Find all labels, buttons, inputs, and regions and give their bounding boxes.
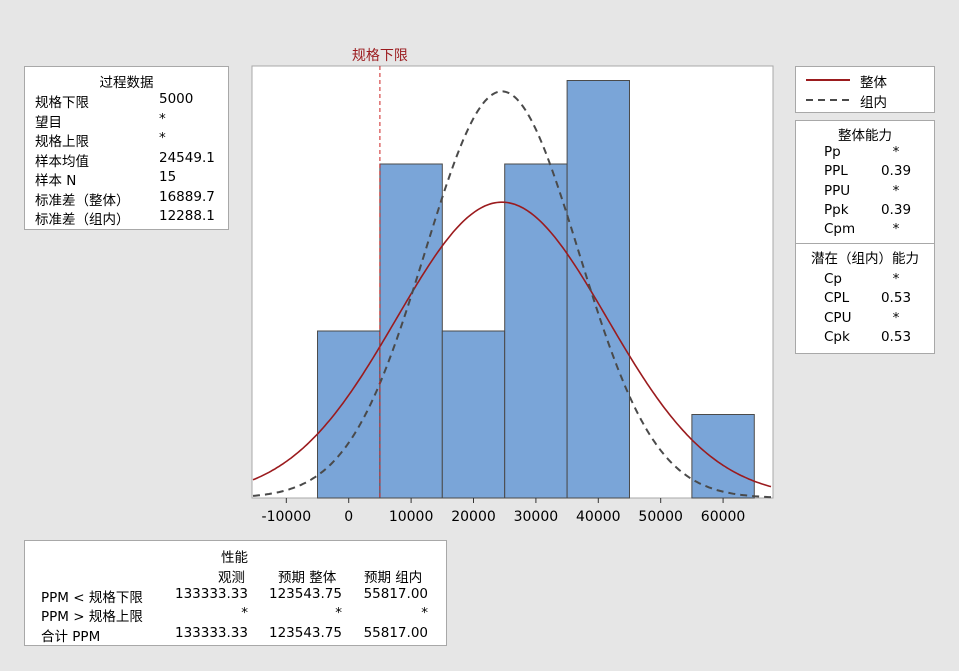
process-value: 12288.1	[159, 208, 215, 224]
capability-key: Cp	[824, 271, 842, 287]
performance-cell: *	[335, 605, 342, 621]
x-tick-label: -10000	[262, 509, 312, 525]
capability-key: Cpm	[824, 221, 856, 237]
performance-header-expected-within: 预期 组内	[364, 570, 423, 586]
performance-header-observed: 观测	[218, 570, 245, 586]
capability-key: PPL	[824, 163, 848, 179]
histogram-bar	[566, 80, 630, 499]
performance-cell: 123543.75	[268, 625, 342, 641]
performance-row-label: PPM > 规格上限	[41, 609, 143, 625]
legend-label-overall: 整体	[860, 75, 887, 91]
x-tick-label: 30000	[514, 509, 559, 525]
capability-row: CPL 0.53	[824, 290, 924, 309]
capability-row: PPU *	[824, 183, 924, 202]
process-key: 样本 N	[35, 173, 77, 189]
performance-cell: *	[241, 605, 248, 621]
legend-solid-line	[806, 79, 850, 81]
capability-value: 0.39	[880, 163, 912, 179]
capability-key: PPU	[824, 183, 851, 199]
within-normal-curve	[252, 90, 771, 499]
x-tick-label: 60000	[701, 509, 746, 525]
process-row: 标准差（整体） 16889.7	[35, 189, 222, 209]
capability-row: CPU *	[824, 310, 924, 329]
capability-panel: 整体能力 Pp * PPL 0.39 PPU * Ppk 0.39 Cpm * 潜在（组内…	[795, 120, 935, 354]
performance-cell: 55817.00	[363, 625, 428, 641]
capability-value: *	[892, 183, 900, 199]
capability-row: Cpk 0.53	[824, 329, 924, 348]
performance-cell: 133333.33	[174, 625, 248, 641]
overall-capability-title: 整体能力	[838, 128, 892, 144]
x-tick-label: 0	[344, 509, 353, 525]
capability-value: *	[892, 310, 900, 326]
performance-cell: 55817.00	[363, 586, 428, 602]
x-tick-label: 40000	[576, 509, 621, 525]
capability-value: *	[892, 144, 900, 160]
histogram-bar	[504, 163, 568, 499]
process-value: *	[159, 130, 166, 146]
capability-key: CPL	[824, 290, 850, 306]
performance-panel: 性能 观测 预期 整体 预期 组内 PPM < 规格下限 133333.33 1…	[24, 540, 447, 646]
process-row: 样本均值 24549.1	[35, 150, 222, 170]
performance-cell: *	[421, 605, 428, 621]
process-value: *	[159, 111, 166, 127]
capability-value: 0.53	[880, 329, 912, 345]
process-data-panel: 过程数据 规格下限 5000 望目 * 规格上限 * 样本均值 24549.1 …	[24, 66, 229, 230]
capability-value: 0.53	[880, 290, 912, 306]
legend-item-within: 组内	[804, 91, 929, 111]
x-tick-label: 10000	[389, 509, 434, 525]
legend-label-within: 组内	[860, 95, 887, 111]
process-data-title: 过程数据	[99, 75, 154, 91]
lsl-label: 规格下限	[352, 48, 408, 64]
performance-title: 性能	[221, 550, 248, 566]
process-row: 规格下限 5000	[35, 91, 222, 111]
panel-divider	[796, 243, 934, 244]
process-key: 规格下限	[35, 95, 89, 111]
potential-capability-title: 潜在（组内）能力	[811, 251, 919, 267]
capability-value: *	[892, 221, 900, 237]
performance-cell: 133333.33	[174, 586, 248, 602]
process-value: 15	[159, 169, 177, 185]
process-value: 16889.7	[159, 189, 215, 205]
process-row: 望目 *	[35, 111, 222, 131]
performance-cell: 123543.75	[268, 586, 342, 602]
capability-row: PPL 0.39	[824, 163, 924, 182]
process-key: 标准差（组内）	[35, 212, 130, 228]
process-key: 标准差（整体）	[35, 193, 130, 209]
overall-normal-curve	[252, 201, 772, 488]
legend-dashed-line	[806, 99, 850, 101]
performance-row-label: 合计 PPM	[41, 629, 101, 645]
process-value: 5000	[159, 91, 194, 107]
capability-row: Pp *	[824, 144, 924, 163]
capability-key: CPU	[824, 310, 852, 326]
legend-item-overall: 整体	[804, 71, 929, 91]
capability-key: Cpk	[824, 329, 850, 345]
x-tick-label: 50000	[638, 509, 683, 525]
capability-key: Pp	[824, 144, 841, 160]
x-tick-label: 20000	[451, 509, 496, 525]
capability-key: Ppk	[824, 202, 849, 218]
capability-row: Cp *	[824, 271, 924, 290]
capability-value: 0.39	[880, 202, 912, 218]
process-key: 望目	[35, 115, 62, 131]
process-row: 标准差（组内） 12288.1	[35, 208, 222, 228]
capability-value: *	[892, 271, 900, 287]
histogram-bar	[691, 414, 755, 499]
process-row: 样本 N 15	[35, 169, 222, 189]
performance-row-label: PPM < 规格下限	[41, 590, 143, 606]
process-key: 样本均值	[35, 154, 89, 170]
capability-row: Ppk 0.39	[824, 202, 924, 221]
histogram-bar	[317, 330, 381, 499]
performance-header-expected-overall: 预期 整体	[278, 570, 337, 586]
capability-row: Cpm *	[824, 221, 924, 240]
histogram-bar	[441, 330, 506, 499]
histogram-bar	[379, 163, 443, 499]
process-row: 规格上限 *	[35, 130, 222, 150]
process-key: 规格上限	[35, 134, 89, 150]
process-value: 24549.1	[159, 150, 215, 166]
chart-legend: 整体 组内	[795, 66, 935, 113]
